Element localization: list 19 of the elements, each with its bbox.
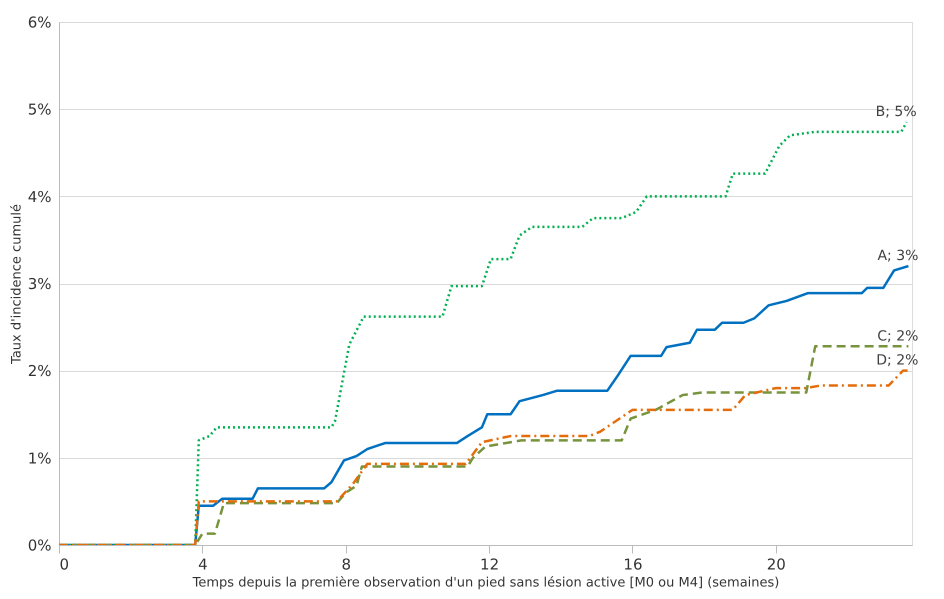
x-axis-title: Temps depuis la première observation d'un pied sans lésion active [M0 ou M4] (semaines) bbox=[192, 576, 780, 590]
y-tick-label: 5% bbox=[28, 100, 52, 119]
x-tick-label: 12 bbox=[480, 556, 500, 574]
x-tick-label: 8 bbox=[341, 556, 351, 574]
x-tick-label: 20 bbox=[766, 556, 786, 574]
y-tick-label: 1% bbox=[28, 449, 52, 468]
series-label: D; 2% bbox=[876, 352, 918, 369]
x-tick-label: 4 bbox=[198, 556, 208, 574]
y-tick-label: 3% bbox=[28, 275, 52, 293]
y-tick-label: 2% bbox=[28, 362, 52, 380]
y-tick-label: 4% bbox=[28, 188, 52, 206]
series-label: C; 2% bbox=[877, 328, 918, 344]
series-label: A; 3% bbox=[877, 248, 918, 264]
x-tick-label: 16 bbox=[623, 556, 642, 574]
y-axis-title: Taux d'incidence cumulé bbox=[10, 204, 25, 365]
x-tick-label: 0 bbox=[60, 556, 70, 574]
y-tick-label: 6% bbox=[28, 14, 52, 32]
series-label: B; 5% bbox=[876, 104, 917, 120]
y-tick-label: 0% bbox=[28, 536, 52, 554]
